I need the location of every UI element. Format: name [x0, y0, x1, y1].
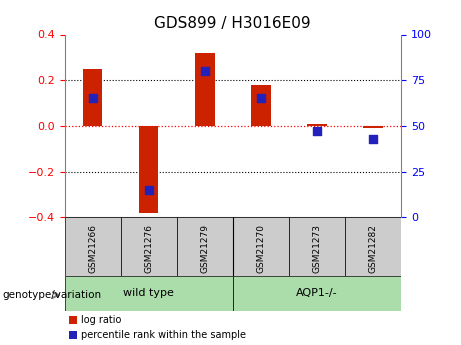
Bar: [233, 217, 289, 276]
Text: genotype/variation: genotype/variation: [2, 290, 101, 300]
Point: [145, 187, 152, 193]
Point: [369, 136, 377, 141]
Text: GSM21266: GSM21266: [88, 224, 97, 273]
Bar: [83, 69, 102, 126]
Point: [89, 96, 96, 101]
Bar: [195, 53, 214, 126]
Bar: [139, 126, 159, 213]
Text: GSM21270: GSM21270: [256, 224, 266, 273]
Text: GSM21276: GSM21276: [144, 224, 153, 273]
Text: GSM21279: GSM21279: [200, 224, 209, 273]
Bar: [65, 276, 233, 310]
Text: GSM21273: GSM21273: [313, 224, 321, 273]
Text: GSM21282: GSM21282: [368, 224, 378, 273]
Point: [313, 129, 321, 134]
Bar: [345, 217, 401, 276]
Bar: [251, 85, 271, 126]
Title: GDS899 / H3016E09: GDS899 / H3016E09: [154, 16, 311, 31]
Bar: [307, 124, 327, 126]
Bar: [121, 217, 177, 276]
Bar: [177, 217, 233, 276]
Bar: [65, 217, 121, 276]
Legend: log ratio, percentile rank within the sample: log ratio, percentile rank within the sa…: [70, 315, 246, 340]
Text: AQP1-/-: AQP1-/-: [296, 288, 338, 298]
Point: [201, 68, 208, 74]
Bar: [363, 126, 383, 128]
Text: wild type: wild type: [123, 288, 174, 298]
Point: [257, 96, 265, 101]
Bar: [233, 276, 401, 310]
Bar: [289, 217, 345, 276]
